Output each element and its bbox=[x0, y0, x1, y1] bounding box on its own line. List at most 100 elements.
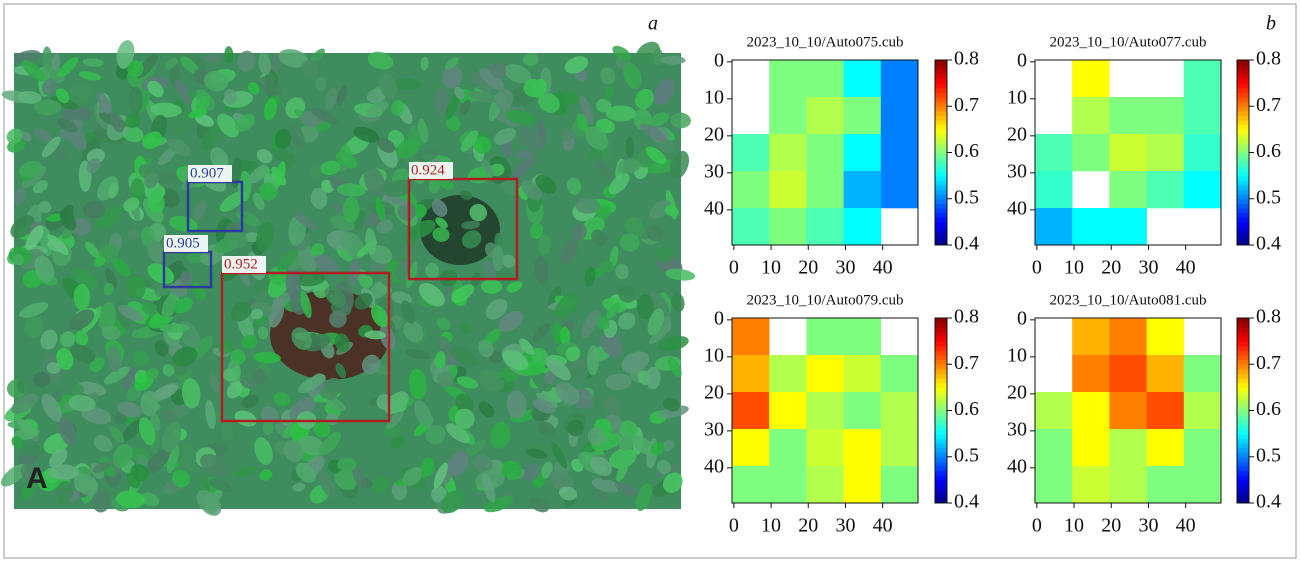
colorbar-segment bbox=[1237, 489, 1249, 494]
colorbar-segment bbox=[1237, 475, 1249, 480]
x-tick-label: 40 bbox=[873, 257, 893, 279]
colorbar-tick-label: 0.6 bbox=[1256, 140, 1281, 162]
colorbar-segment bbox=[935, 369, 947, 374]
chart-title: 2023_10_10/Auto081.cub bbox=[1049, 292, 1206, 308]
colorbar-segment bbox=[1237, 171, 1249, 176]
colorbar-segment bbox=[1237, 97, 1249, 102]
heatmap-cell bbox=[881, 466, 919, 503]
heatmap-cell bbox=[1035, 171, 1073, 208]
colorbar-segment bbox=[935, 139, 947, 144]
x-tick-label: 30 bbox=[1138, 257, 1158, 279]
heatmap-cell bbox=[1184, 60, 1222, 97]
detection-score: 0.907 bbox=[190, 165, 224, 181]
leaf bbox=[74, 284, 91, 311]
heatmap-cell bbox=[1109, 171, 1147, 208]
heatmap-cell bbox=[806, 97, 844, 134]
heatmap-cell bbox=[806, 134, 844, 171]
colorbar-segment bbox=[935, 194, 947, 199]
colorbar-segment bbox=[1237, 236, 1249, 241]
colorbar-tick-label: 0.4 bbox=[1256, 491, 1281, 513]
heatmap-cell bbox=[881, 97, 919, 134]
heatmap-cell bbox=[1184, 171, 1222, 208]
colorbar-segment bbox=[935, 415, 947, 420]
y-tick-label: 10 bbox=[704, 344, 724, 366]
colorbar-segment bbox=[1237, 88, 1249, 93]
colorbar-segment bbox=[1237, 466, 1249, 471]
colorbar-segment bbox=[935, 88, 947, 93]
heatmap-cell bbox=[844, 208, 882, 245]
colorbar-tick-label: 0.8 bbox=[954, 48, 979, 70]
heatmap-cell bbox=[732, 318, 770, 355]
heatmap-cell bbox=[1184, 466, 1222, 503]
colorbar-tick-label: 0.5 bbox=[1256, 186, 1281, 208]
colorbar-segment bbox=[935, 180, 947, 185]
colorbar-segment bbox=[935, 461, 947, 466]
heatmap-cell bbox=[769, 466, 807, 503]
colorbar-segment bbox=[935, 323, 947, 328]
colorbar-segment bbox=[935, 438, 947, 443]
leaf bbox=[601, 260, 614, 272]
colorbar-segment bbox=[935, 222, 947, 227]
colorbar-segment bbox=[935, 176, 947, 181]
heatmap-cell bbox=[806, 355, 844, 392]
colorbar-segment bbox=[1237, 231, 1249, 236]
heatmap-cell bbox=[1147, 355, 1185, 392]
colorbar-segment bbox=[1237, 323, 1249, 328]
y-tick-label: 40 bbox=[1007, 197, 1027, 219]
leaf bbox=[626, 137, 635, 158]
colorbar-segment bbox=[935, 60, 947, 65]
heatmap-cell bbox=[1035, 208, 1073, 245]
colorbar-segment bbox=[1237, 185, 1249, 190]
heatmap-cell bbox=[1109, 318, 1147, 355]
colorbar-segment bbox=[1237, 83, 1249, 88]
colorbar-segment bbox=[935, 65, 947, 70]
colorbar-segment bbox=[1237, 350, 1249, 355]
colorbar-segment bbox=[1237, 125, 1249, 130]
colorbar-segment bbox=[1237, 92, 1249, 97]
colorbar-segment bbox=[935, 457, 947, 462]
colorbar-segment bbox=[1237, 332, 1249, 337]
heatmap-cell bbox=[1035, 466, 1073, 503]
heatmap-cell bbox=[806, 429, 844, 466]
colorbar-tick-label: 0.6 bbox=[1256, 398, 1281, 420]
colorbar-segment bbox=[935, 411, 947, 416]
y-tick-label: 20 bbox=[1007, 381, 1027, 403]
colorbar-segment bbox=[1237, 411, 1249, 416]
colorbar-segment bbox=[935, 489, 947, 494]
colorbar-segment bbox=[1237, 102, 1249, 107]
y-tick-label: 20 bbox=[704, 123, 724, 145]
heatmap-cell bbox=[1184, 134, 1222, 171]
colorbar-segment bbox=[1237, 116, 1249, 121]
panel-label: b bbox=[1266, 13, 1276, 35]
heatmap-cell bbox=[1072, 97, 1110, 134]
colorbar-segment bbox=[935, 364, 947, 369]
heatmap-cell bbox=[732, 171, 770, 208]
y-tick-label: 10 bbox=[704, 86, 724, 108]
colorbar-segment bbox=[935, 378, 947, 383]
heatmap-cell bbox=[769, 134, 807, 171]
detection-score: 0.924 bbox=[411, 162, 445, 178]
colorbar-segment bbox=[1237, 208, 1249, 213]
colorbar-segment bbox=[935, 475, 947, 480]
colorbar-segment bbox=[1237, 424, 1249, 429]
colorbar-segment bbox=[1237, 494, 1249, 499]
x-tick-label: 20 bbox=[1101, 515, 1121, 537]
colorbar-segment bbox=[935, 217, 947, 222]
colorbar-segment bbox=[935, 318, 947, 323]
x-tick-label: 10 bbox=[1064, 257, 1084, 279]
chart-title: 2023_10_10/Auto079.cub bbox=[746, 292, 903, 308]
colorbar-segment bbox=[1237, 387, 1249, 392]
colorbar-segment bbox=[935, 227, 947, 232]
y-tick-label: 30 bbox=[1007, 418, 1027, 440]
heatmap-cell bbox=[732, 134, 770, 171]
colorbar-segment bbox=[1237, 420, 1249, 425]
colorbar-segment bbox=[935, 466, 947, 471]
colorbar-segment bbox=[1237, 180, 1249, 185]
colorbar-segment bbox=[1237, 111, 1249, 116]
colorbar-segment bbox=[935, 69, 947, 74]
colorbar-segment bbox=[935, 129, 947, 134]
colorbar-segment bbox=[1237, 360, 1249, 365]
x-tick-label: 0 bbox=[729, 257, 739, 279]
colorbar-segment bbox=[1237, 480, 1249, 485]
colorbar-segment bbox=[1237, 392, 1249, 397]
